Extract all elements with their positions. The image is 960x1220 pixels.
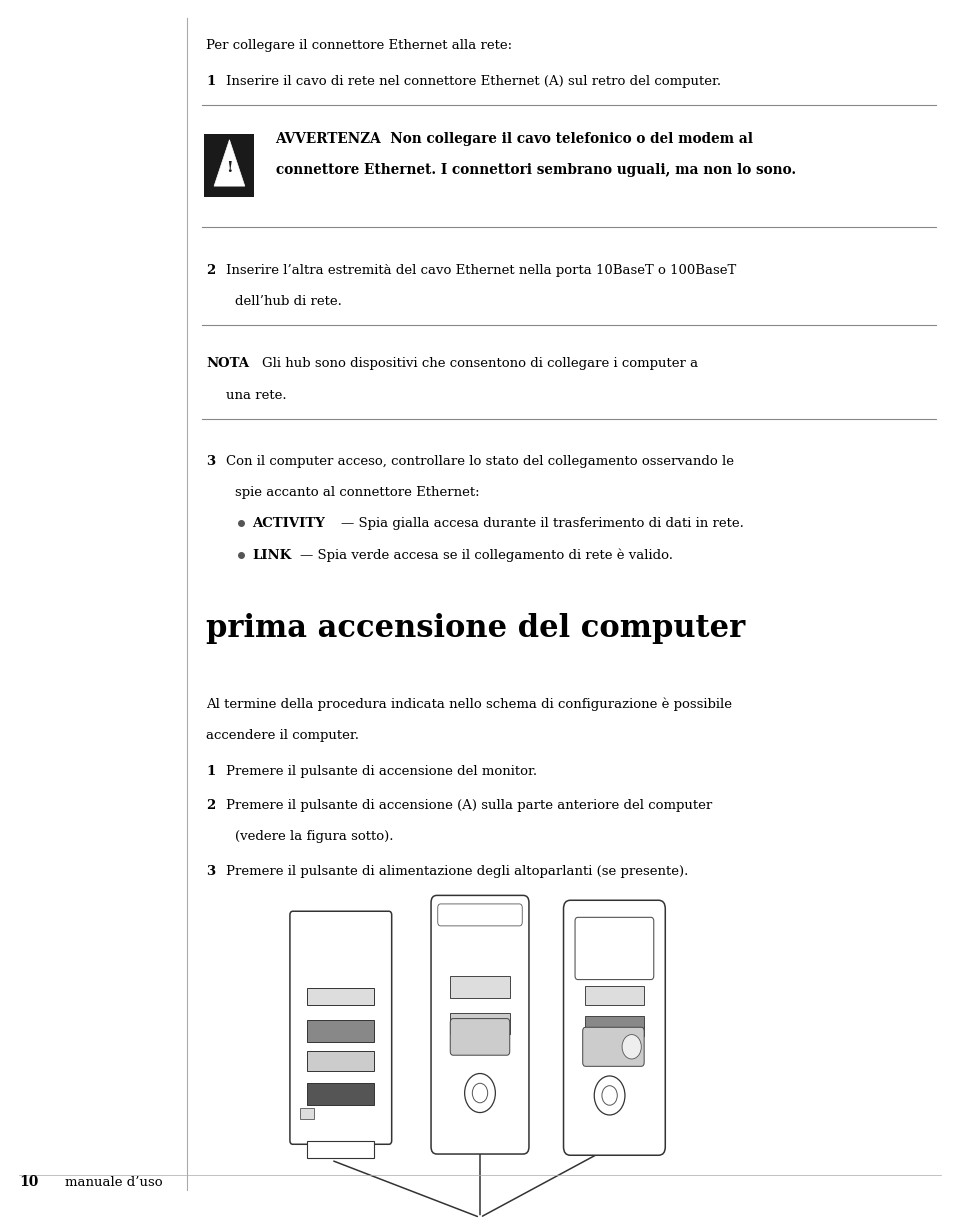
Text: connettore Ethernet. I connettori sembrano uguali, ma non lo sono.: connettore Ethernet. I connettori sembra…	[276, 162, 796, 177]
Bar	[450, 1013, 510, 1035]
Text: 10: 10	[19, 1176, 38, 1190]
Circle shape	[472, 1083, 488, 1103]
Text: AVVERTENZA  Non collegare il cavo telefonico o del modem al: AVVERTENZA Non collegare il cavo telefon…	[276, 132, 754, 146]
Text: manuale d’uso: manuale d’uso	[65, 1176, 163, 1190]
Text: 1: 1	[206, 76, 216, 88]
Text: 3: 3	[206, 455, 216, 468]
Text: una rete.: una rete.	[226, 388, 286, 401]
Text: 1: 1	[206, 765, 216, 778]
Text: Gli hub sono dispositivi che consentono di collegare i computer a: Gli hub sono dispositivi che consentono …	[262, 357, 698, 371]
Circle shape	[465, 1074, 495, 1113]
Text: Premere il pulsante di alimentazione degli altoparlanti (se presente).: Premere il pulsante di alimentazione deg…	[226, 865, 688, 877]
Bar	[307, 1052, 374, 1071]
Bar	[450, 976, 510, 998]
Text: Con il computer acceso, controllare lo stato del collegamento osservando le: Con il computer acceso, controllare lo s…	[226, 455, 733, 468]
Text: accendere il computer.: accendere il computer.	[206, 728, 359, 742]
Text: Al termine della procedura indicata nello schema di configurazione è possibile: Al termine della procedura indicata nell…	[206, 698, 732, 711]
FancyBboxPatch shape	[575, 917, 654, 980]
Text: Per collegare il connettore Ethernet alla rete:: Per collegare il connettore Ethernet all…	[206, 39, 513, 52]
Bar	[307, 1020, 374, 1042]
Bar	[585, 1016, 644, 1036]
Text: Inserire l’altra estremità del cavo Ethernet nella porta 10BaseT o 100BaseT: Inserire l’altra estremità del cavo Ethe…	[226, 264, 736, 277]
Bar	[300, 1108, 314, 1119]
Polygon shape	[214, 140, 245, 187]
Text: NOTA: NOTA	[206, 357, 250, 371]
Circle shape	[622, 1035, 641, 1059]
Text: dell’hub di rete.: dell’hub di rete.	[235, 295, 342, 307]
Text: ACTIVITY: ACTIVITY	[252, 517, 325, 531]
Bar	[307, 1141, 374, 1158]
Text: Premere il pulsante di accensione (A) sulla parte anteriore del computer: Premere il pulsante di accensione (A) su…	[226, 799, 712, 813]
FancyBboxPatch shape	[583, 1027, 644, 1066]
FancyBboxPatch shape	[431, 895, 529, 1154]
Circle shape	[602, 1086, 617, 1105]
FancyBboxPatch shape	[438, 904, 522, 926]
Text: !: !	[227, 161, 232, 174]
FancyBboxPatch shape	[290, 911, 392, 1144]
Bar	[307, 988, 374, 1005]
Bar	[585, 986, 644, 1005]
Circle shape	[594, 1076, 625, 1115]
Text: 2: 2	[206, 799, 216, 813]
Text: 3: 3	[206, 865, 216, 877]
Text: — Spia gialla accesa durante il trasferimento di dati in rete.: — Spia gialla accesa durante il trasferi…	[341, 517, 744, 531]
Text: — Spia verde accesa se il collegamento di rete è valido.: — Spia verde accesa se il collegamento d…	[300, 549, 674, 562]
Text: (vedere la figura sotto).: (vedere la figura sotto).	[235, 831, 394, 843]
Text: Inserire il cavo di rete nel connettore Ethernet (A) sul retro del computer.: Inserire il cavo di rete nel connettore …	[226, 76, 721, 88]
Text: 2: 2	[206, 264, 216, 277]
Text: LINK: LINK	[252, 549, 292, 561]
Text: spie accanto al connettore Ethernet:: spie accanto al connettore Ethernet:	[235, 486, 480, 499]
Text: Premere il pulsante di accensione del monitor.: Premere il pulsante di accensione del mo…	[226, 765, 537, 778]
Bar	[307, 1083, 374, 1105]
Bar	[204, 133, 254, 196]
Text: prima accensione del computer: prima accensione del computer	[206, 612, 746, 644]
FancyBboxPatch shape	[450, 1019, 510, 1055]
FancyBboxPatch shape	[564, 900, 665, 1155]
